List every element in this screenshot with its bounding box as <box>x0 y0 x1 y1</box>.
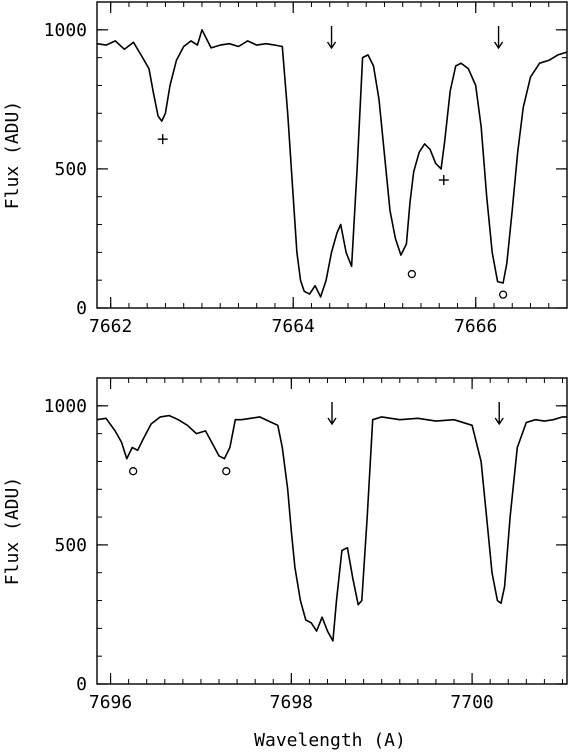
y-tick-label: 0 <box>76 674 87 695</box>
top-panel: 7662 7664 7666 0 500 1000 Flux (ADU) <box>2 1 568 337</box>
y-axis-label: Flux (ADU) <box>2 477 23 585</box>
circle-marker <box>222 467 231 476</box>
y-tick-label: 1000 <box>44 20 87 41</box>
x-axis-label: Wavelength (A) <box>254 730 406 751</box>
x-tick-label: 7698 <box>270 692 313 713</box>
circle-marker <box>129 467 138 476</box>
x-tick-label: 7666 <box>454 316 497 337</box>
plot-frame <box>96 377 568 685</box>
circle-marker <box>498 290 508 299</box>
y-tick-label: 500 <box>54 159 87 180</box>
x-tick-label: 7696 <box>89 692 132 713</box>
spectrum-line <box>96 414 567 642</box>
y-tick-label: 1000 <box>44 396 87 417</box>
down-arrow-head <box>494 417 504 426</box>
x-tick-label: 7700 <box>450 692 493 713</box>
bottom-panel: 7696 7698 7700 0 500 1000 Flux (ADU) <box>2 377 568 713</box>
y-tick-label: 0 <box>76 298 87 319</box>
x-tick-label: 7664 <box>272 316 315 337</box>
spectrum-line <box>96 28 568 298</box>
y-axis-label: Flux (ADU) <box>2 101 23 209</box>
x-tick-label: 7662 <box>89 316 132 337</box>
plot-frame <box>96 1 568 309</box>
y-tick-label: 500 <box>54 535 87 556</box>
down-arrow-head <box>327 417 337 426</box>
down-arrow-head <box>493 41 504 50</box>
down-arrow-head <box>326 41 337 50</box>
circle-marker <box>407 269 417 279</box>
